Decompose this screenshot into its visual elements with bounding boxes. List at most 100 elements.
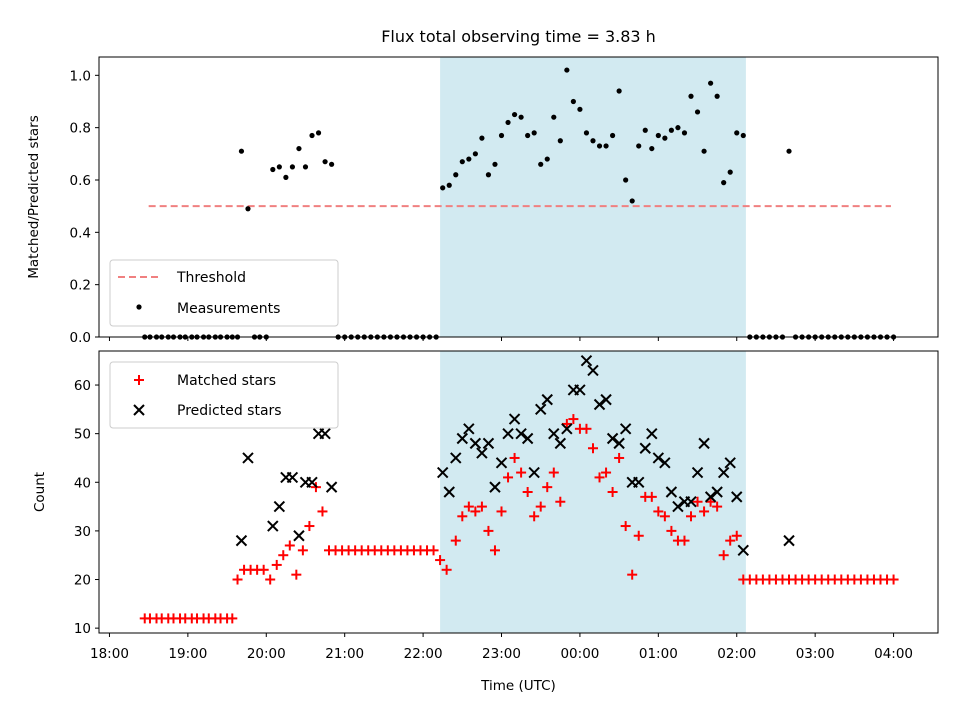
measurement-point bbox=[296, 145, 302, 152]
predicted-star-point bbox=[319, 427, 331, 440]
matched-star-point bbox=[227, 613, 238, 624]
matched-star-point bbox=[686, 511, 697, 522]
x-b bbox=[273, 500, 286, 513]
measurement-point bbox=[270, 166, 276, 173]
measurement-point bbox=[511, 111, 518, 118]
x-tick-label: 21:00 bbox=[325, 646, 364, 662]
measurement-point bbox=[577, 106, 583, 112]
x-b bbox=[724, 457, 736, 469]
x-b bbox=[587, 364, 599, 377]
legend-predicted-label: Predicted stars bbox=[177, 403, 282, 419]
predicted-star-point bbox=[613, 437, 625, 450]
measurement-point bbox=[636, 143, 642, 149]
predicted-star-point bbox=[476, 447, 488, 459]
measurement-point bbox=[694, 109, 701, 115]
predicted-star-point bbox=[456, 432, 469, 445]
matched-star-point bbox=[435, 555, 446, 566]
x-b bbox=[665, 486, 678, 498]
matched-star-point bbox=[659, 511, 670, 522]
x-tick-label: 19:00 bbox=[168, 646, 207, 662]
matched-star-point bbox=[568, 414, 579, 425]
measurement-point bbox=[551, 114, 557, 120]
measurement-point bbox=[727, 169, 733, 175]
matched-star-point bbox=[232, 574, 243, 585]
x-b bbox=[489, 481, 501, 493]
predicted-star-point bbox=[587, 364, 599, 377]
measurement-point bbox=[708, 80, 714, 86]
x-b bbox=[535, 403, 547, 416]
x-tick-label: 22:00 bbox=[404, 646, 443, 662]
measurement-point bbox=[603, 143, 609, 149]
predicted-star-point bbox=[717, 466, 730, 479]
matched-star-point bbox=[620, 521, 631, 532]
bottom-legend: Matched stars Predicted stars bbox=[109, 361, 339, 429]
x-tick-label: 23:00 bbox=[482, 646, 521, 662]
measurement-point bbox=[505, 119, 511, 126]
x-b bbox=[267, 520, 279, 532]
x-b bbox=[495, 457, 508, 469]
x-b bbox=[450, 452, 462, 464]
predicted-star-point bbox=[685, 496, 697, 508]
matched-star-point bbox=[509, 452, 520, 463]
matched-star-point bbox=[705, 496, 716, 507]
matched-star-point bbox=[594, 472, 605, 483]
predicted-star-point bbox=[574, 384, 586, 396]
x-b bbox=[508, 413, 521, 425]
predicted-star-point bbox=[652, 452, 665, 464]
measurement-point bbox=[302, 164, 309, 170]
predicted-star-point bbox=[619, 423, 632, 435]
bottom-observing-span bbox=[440, 351, 746, 633]
predicted-star-point bbox=[235, 534, 248, 547]
measurement-point bbox=[681, 130, 688, 136]
y-tick-label: 50 bbox=[74, 427, 91, 443]
x-b bbox=[613, 437, 625, 450]
predicted-star-point bbox=[521, 432, 534, 445]
x-tick-label: 02:00 bbox=[717, 646, 756, 662]
matched-star-point bbox=[646, 491, 657, 502]
measurement-point bbox=[276, 164, 282, 170]
matched-star-point bbox=[496, 506, 507, 517]
matched-star-point bbox=[278, 550, 289, 561]
predicted-star-point bbox=[665, 486, 678, 498]
measurement-point bbox=[492, 161, 498, 167]
predicted-star-point bbox=[561, 423, 573, 435]
measurement-point bbox=[557, 138, 563, 144]
matched-star-point bbox=[666, 525, 677, 536]
measurement-point bbox=[570, 98, 576, 105]
predicted-star-point bbox=[443, 486, 455, 498]
x-b bbox=[554, 437, 567, 450]
predicted-star-point bbox=[489, 481, 501, 493]
matched-star-point bbox=[888, 574, 899, 585]
predicted-star-point bbox=[463, 423, 475, 435]
legend-measurement-label: Measurements bbox=[177, 301, 280, 317]
matched-star-point bbox=[463, 501, 474, 512]
matched-star-point bbox=[542, 482, 553, 493]
matched-star-point bbox=[529, 511, 540, 522]
y-tick-label: 10 bbox=[74, 621, 91, 637]
matched-star-point bbox=[297, 545, 308, 556]
x-tick-label: 18:00 bbox=[90, 646, 129, 662]
matched-star-point bbox=[441, 564, 452, 575]
predicted-star-point bbox=[242, 452, 254, 464]
legend-box bbox=[109, 361, 339, 429]
y-tick-label: 40 bbox=[74, 475, 91, 491]
x-b bbox=[561, 423, 573, 435]
measurement-point bbox=[485, 172, 492, 178]
predicted-star-point bbox=[528, 466, 540, 479]
predicted-star-point bbox=[633, 476, 645, 488]
matched-star-point bbox=[633, 530, 644, 541]
count-points bbox=[139, 355, 899, 624]
top-observing-span bbox=[440, 57, 746, 337]
predicted-star-point bbox=[548, 427, 560, 440]
x-b bbox=[737, 544, 749, 557]
measurement-point bbox=[564, 67, 570, 73]
bottom-x-ticks: 18:00 19:00 20:00 21:00 22:00 23:00 00:00 01:00… bbox=[90, 633, 913, 662]
x-b bbox=[286, 471, 299, 484]
predicted-star-point bbox=[554, 437, 567, 450]
x-b bbox=[600, 393, 612, 406]
matched-star-point bbox=[731, 530, 742, 541]
x-axis-label: Time (UTC) bbox=[480, 678, 556, 694]
x-b bbox=[672, 500, 684, 513]
predicted-star-point bbox=[659, 457, 671, 469]
matched-star-point bbox=[679, 535, 690, 546]
